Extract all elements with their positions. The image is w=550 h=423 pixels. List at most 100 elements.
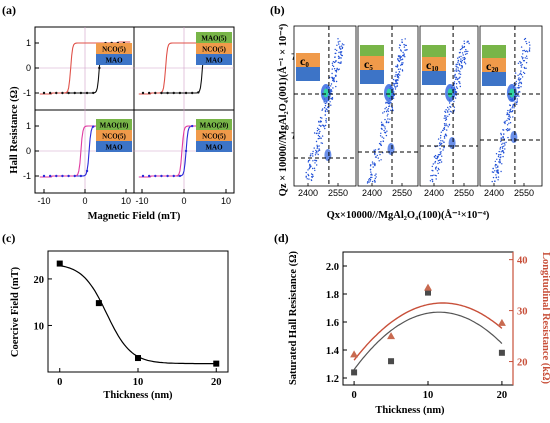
rsm-intensity-dot: [497, 155, 500, 158]
rsm-intensity-dot: [528, 50, 531, 52]
layer-label: MAO: [205, 57, 223, 65]
rsm-intensity-dot: [335, 80, 338, 83]
rsm-intensity-dot: [316, 132, 318, 134]
rsm-intensity-dot: [516, 100, 518, 102]
rsm-intensity-dot: [497, 170, 499, 172]
rsm-intensity-dot: [311, 176, 313, 179]
rsm-intensity-dot: [508, 122, 510, 125]
rsm-intensity-dot: [332, 61, 335, 63]
rsm-intensity-dot: [521, 58, 524, 60]
rsm-intensity-dot: [500, 170, 502, 173]
rsm-intensity-dot: [387, 113, 389, 116]
rsm-intensity-dot: [394, 86, 396, 88]
rsm-intensity-dot: [443, 137, 446, 139]
rsm-intensity-dot: [499, 161, 501, 164]
rsm-intensity-dot: [397, 55, 400, 57]
panel-a-xtick-label: 0: [82, 196, 87, 206]
rsm-intensity-dot: [392, 109, 394, 112]
rsm-intensity-dot: [399, 74, 401, 76]
rsm-intensity-dot: [495, 164, 498, 166]
rsm-layer-mao: [482, 72, 506, 86]
hysteresis-point: [48, 91, 52, 95]
rsm-peak-core: [447, 88, 453, 98]
rsm-intensity-dot: [401, 41, 403, 44]
rsm-intensity-dot: [447, 106, 449, 109]
panel-d-fit-hall: [353, 311, 503, 370]
panel-a-stacks: NCO(5) MAO MAO(5) NCO(5) MAO MAO(10) NCO(5) MAO…: [96, 32, 232, 152]
rsm-intensity-dot: [316, 152, 318, 154]
panel-d-point-longitudinal: [387, 332, 396, 340]
rsm-intensity-dot: [395, 74, 397, 76]
panel-d-xtick-label: 10: [423, 390, 434, 401]
rsm-intensity-dot: [497, 172, 500, 174]
rsm-intensity-dot: [529, 44, 531, 46]
rsm-intensity-dot: [459, 85, 461, 88]
rsm-intensity-dot: [495, 167, 497, 169]
rsm-intensity-dot: [397, 68, 400, 71]
rsm-intensity-dot: [330, 104, 332, 106]
rsm-intensity-dot: [525, 55, 528, 57]
rsm-intensity-dot: [318, 137, 320, 140]
rsm-intensity-dot: [445, 135, 448, 137]
rsm-intensity-dot: [440, 131, 442, 133]
rsm-intensity-dot: [455, 65, 457, 67]
rsm-intensity-dot: [446, 124, 448, 127]
rsm-intensity-dot: [461, 48, 463, 50]
rsm-intensity-dot: [395, 80, 398, 82]
rsm-intensity-dot: [507, 109, 509, 112]
panel-d-ytick-label: 1.4: [326, 346, 340, 357]
rsm-film-peak: [510, 131, 518, 143]
rsm-intensity-dot: [403, 54, 405, 56]
rsm-intensity-dot: [459, 82, 461, 85]
rsm-intensity-dot: [386, 109, 388, 111]
rsm-layer-label: c0: [300, 54, 309, 69]
rsm-intensity-dot: [495, 177, 497, 179]
panel-c-xtick-label: 0: [57, 377, 62, 388]
rsm-intensity-dot: [316, 145, 319, 148]
rsm-intensity-dot: [521, 56, 523, 58]
panel-a-ylabel: Hall Resistance (Ω): [9, 86, 20, 174]
rsm-intensity-dot: [390, 101, 392, 104]
rsm-intensity-dot: [519, 62, 522, 64]
rsm-intensity-dot: [334, 74, 337, 77]
panel-c-frame: [47, 250, 229, 373]
panel-d-ytick-right-label: 20: [517, 358, 528, 369]
layer-nco5: [96, 130, 132, 141]
rsm-intensity-dot: [340, 61, 342, 63]
rsm-intensity-dot: [524, 37, 527, 40]
rsm-intensity-dot: [384, 108, 386, 110]
layer-mao5: [196, 32, 232, 43]
rsm-intensity-dot: [317, 153, 319, 156]
panel-a-ytick-label: -1: [23, 171, 31, 181]
rsm-intensity-dot: [512, 105, 514, 108]
rsm-intensity-dot: [455, 86, 458, 88]
panel-d: Saturated Hall Resistance (Ω) Longitudin…: [288, 250, 550, 416]
rsm-intensity-dot: [335, 60, 337, 63]
rsm-intensity-dot: [401, 69, 404, 71]
layer-label: NCO(5): [102, 46, 126, 54]
rsm-intensity-dot: [459, 64, 461, 66]
rsm-intensity-dot: [464, 53, 467, 55]
rsm-layer-nco: [296, 53, 320, 67]
rsm-xtick-label: 2550: [328, 188, 348, 198]
rsm-intensity-dot: [310, 153, 312, 155]
rsm-intensity-dot: [524, 67, 526, 70]
rsm-intensity-dot: [448, 108, 450, 110]
layer-mao20: [196, 119, 232, 130]
rsm-intensity-dot: [372, 166, 374, 168]
rsm-intensity-dot: [386, 115, 388, 117]
hysteresis-point: [73, 91, 76, 95]
rsm-intensity-dot: [495, 174, 497, 176]
rsm-intensity-dot: [509, 104, 511, 106]
rsm-intensity-dot: [331, 68, 333, 70]
layer-mao: [196, 54, 232, 65]
rsm-intensity-dot: [458, 52, 461, 54]
rsm-intensity-dot: [385, 101, 387, 104]
rsm-intensity-dot: [335, 85, 337, 88]
rsm-intensity-dot: [388, 121, 390, 123]
rsm-intensity-dot: [334, 56, 336, 58]
rsm-intensity-dot: [498, 161, 500, 163]
rsm-intensity-dot: [309, 166, 312, 168]
rsm-intensity-dot: [433, 174, 435, 176]
rsm-intensity-dot: [514, 101, 516, 103]
